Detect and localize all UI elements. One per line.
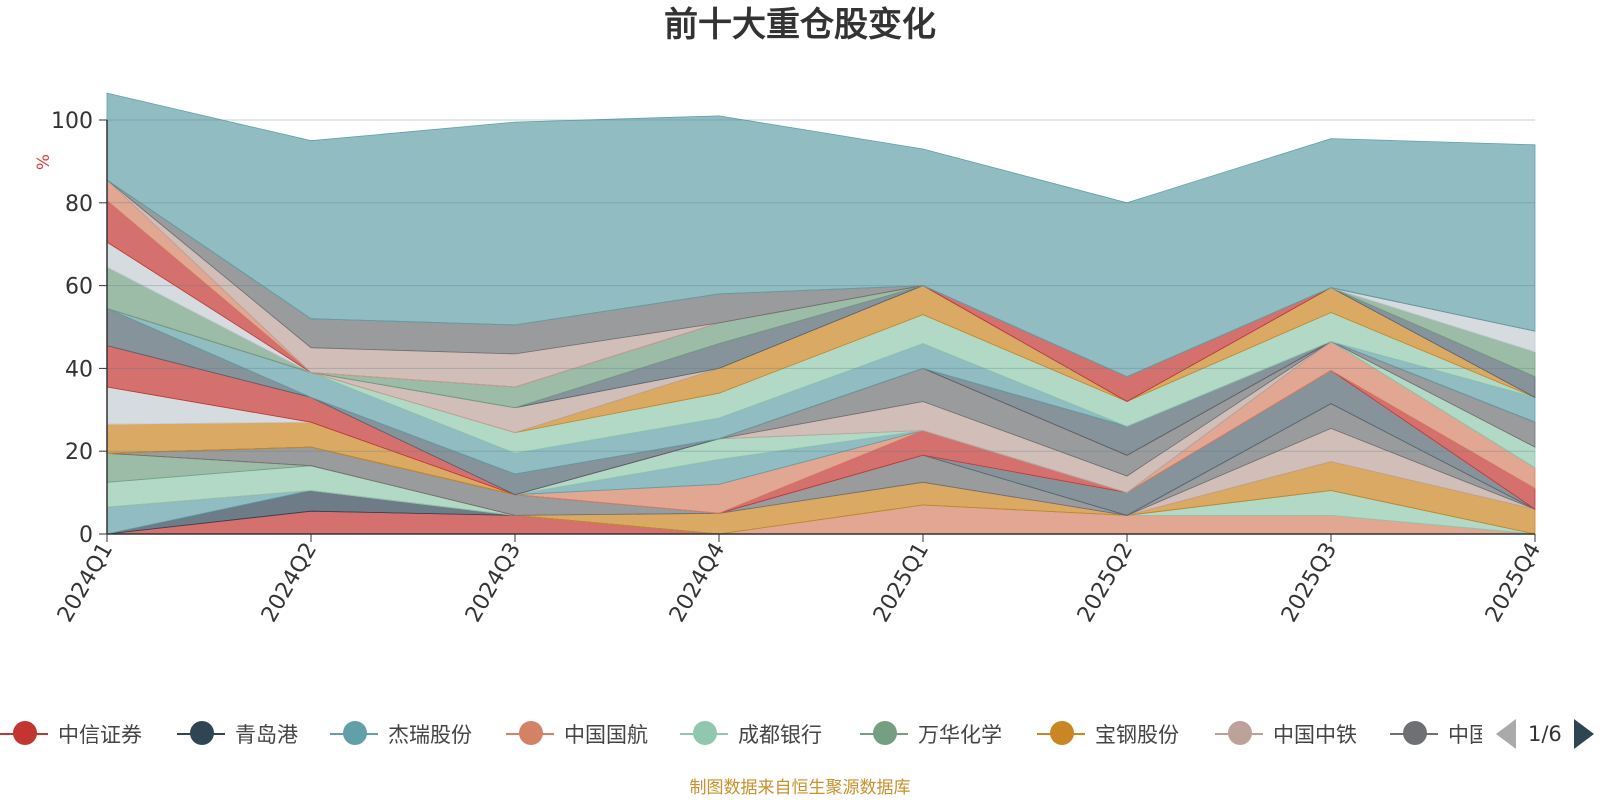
x-tick-label: 2025Q3	[1277, 539, 1342, 627]
stacked-area-chart: 0 20 40 60 80 100 2024Q1 2024Q2 2024Q3 2024Q4 2025…	[34, 92, 1546, 627]
x-tick-label: 2024Q1	[53, 539, 118, 627]
legend-swatch-icon	[1390, 721, 1438, 747]
legend: 中信证券 青岛港 杰瑞股份 中国国航 成都银行 万华化学 宝钢股份 中国中铁 中国 1/6	[0, 712, 1600, 756]
area-series-layer	[106, 92, 1536, 535]
legend-swatch-icon	[0, 721, 48, 747]
area-series-33	[106, 92, 1536, 378]
legend-label: 中国中铁	[1273, 723, 1357, 747]
x-tick-label: 2025Q1	[869, 539, 934, 627]
y-tick-label: 80	[65, 192, 93, 217]
source-note: 制图数据来自恒生聚源数据库	[689, 778, 911, 798]
x-tick-label: 2024Q4	[665, 539, 730, 627]
y-tick-label: 60	[65, 275, 93, 300]
x-tick-label: 2024Q3	[461, 539, 526, 627]
y-tick-label: 100	[51, 109, 93, 134]
legend-item[interactable]: 万华化学	[860, 712, 1002, 756]
legend-page-indicator: 1/6	[1528, 722, 1562, 746]
legend-label: 青岛港	[235, 723, 298, 747]
legend-swatch-icon	[330, 721, 378, 747]
legend-item[interactable]: 中国	[1390, 712, 1482, 756]
legend-swatch-icon	[1215, 721, 1263, 747]
legend-item[interactable]: 杰瑞股份	[330, 712, 472, 756]
legend-item[interactable]: 中国国航	[506, 712, 648, 756]
legend-prev-icon[interactable]	[1496, 719, 1516, 749]
legend-item[interactable]: 宝钢股份	[1037, 712, 1179, 756]
y-axis-unit-label: %	[34, 154, 54, 170]
legend-label: 杰瑞股份	[388, 723, 472, 747]
y-tick-label: 20	[65, 440, 93, 465]
x-tick-label: 2025Q2	[1073, 539, 1138, 627]
legend-swatch-icon	[506, 721, 554, 747]
legend-label: 成都银行	[738, 723, 822, 747]
y-tick-label: 0	[79, 523, 93, 548]
legend-item[interactable]: 中信证券	[0, 712, 142, 756]
legend-item[interactable]: 青岛港	[177, 712, 298, 756]
y-tick-label: 40	[65, 357, 93, 382]
legend-next-icon[interactable]	[1573, 719, 1594, 749]
x-tick-label: 2024Q2	[257, 539, 322, 627]
gridlines	[107, 119, 1535, 452]
chart-title: 前十大重仓股变化	[664, 5, 936, 45]
legend-label: 中国国航	[564, 723, 648, 747]
legend-swatch-icon	[1037, 721, 1085, 747]
legend-item[interactable]: 成都银行	[680, 712, 822, 756]
legend-label: 宝钢股份	[1095, 723, 1179, 747]
legend-swatch-icon	[860, 721, 908, 747]
legend-label: 万华化学	[918, 723, 1002, 747]
legend-items: 中信证券 青岛港 杰瑞股份 中国国航 成都银行 万华化学 宝钢股份 中国中铁 中国	[0, 712, 1482, 756]
x-tick-label: 2025Q4	[1481, 539, 1546, 627]
legend-item[interactable]: 中国中铁	[1215, 712, 1357, 756]
legend-label: 中国	[1448, 723, 1482, 747]
legend-swatch-icon	[680, 721, 728, 747]
legend-swatch-icon	[177, 721, 225, 747]
legend-pager: 1/6	[1496, 712, 1594, 756]
legend-label: 中信证券	[58, 723, 142, 747]
